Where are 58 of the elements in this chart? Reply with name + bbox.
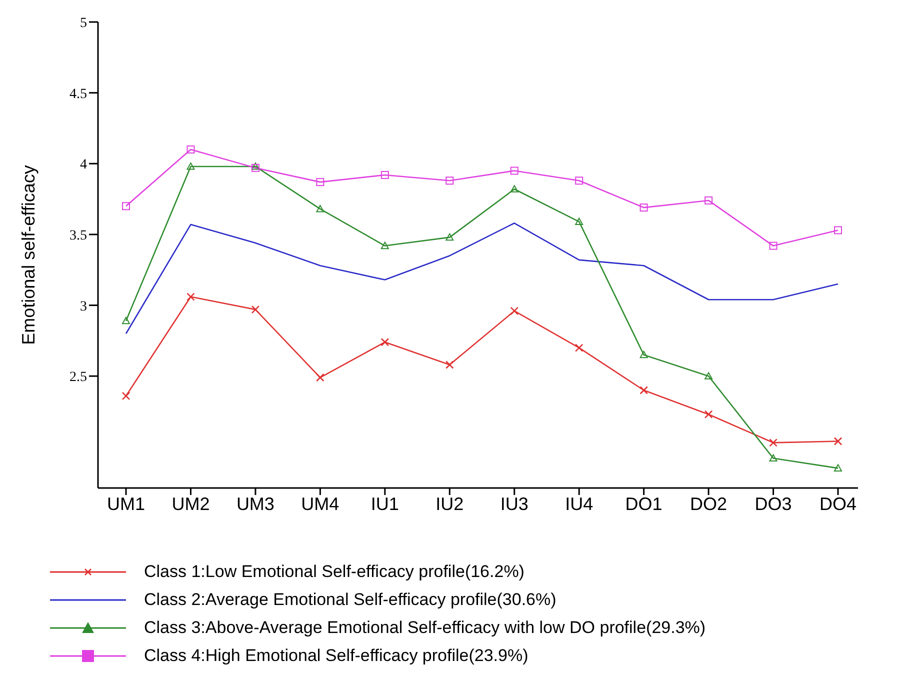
point — [251, 305, 260, 314]
point — [575, 176, 584, 185]
y-tick-label: 3 — [80, 299, 87, 314]
y-tick-label: 4.5 — [70, 86, 87, 102]
point — [704, 372, 713, 380]
line-series — [125, 222, 839, 334]
point — [704, 196, 713, 204]
y-tick-label: 4 — [80, 158, 87, 173]
point — [510, 166, 518, 175]
point — [186, 162, 195, 170]
legend-label: Class 2:Average Emotional Self-efficacy profile(30.6%) — [144, 590, 556, 610]
point — [446, 176, 454, 185]
y-axis-title: Emotional self-efficacy — [18, 165, 38, 345]
point — [704, 410, 713, 418]
point — [380, 242, 389, 250]
point — [316, 178, 324, 186]
point — [640, 204, 648, 212]
legend-label: Class 4:High Emotional Self-efficacy profile(23.9%) — [144, 646, 528, 666]
point — [769, 438, 778, 447]
y-tick-label: 2.5 — [70, 370, 87, 386]
point — [380, 338, 390, 346]
point — [316, 204, 324, 212]
x-tick-label: IU1 — [370, 494, 399, 514]
point — [769, 242, 778, 250]
point — [574, 344, 584, 352]
x-tick-label: IU4 — [565, 494, 594, 514]
point — [445, 360, 454, 369]
x-tick-label: DO3 — [754, 494, 792, 514]
x-tick-label: IU2 — [436, 494, 464, 514]
x-tick-label: UM4 — [301, 494, 340, 514]
x-tick-label: UM3 — [236, 494, 274, 514]
legend-label: Class 3:Above-Average Emotional Self-efficacy with low DO profile(29.3%) — [144, 618, 706, 638]
point — [834, 464, 842, 472]
x-tick-label: DO2 — [690, 494, 728, 514]
legend-label: Class 1:Low Emotional Self-efficacy profile(16.2%) — [144, 562, 524, 582]
point — [510, 306, 519, 316]
point — [575, 218, 584, 226]
x-tick-label: IU3 — [500, 494, 528, 514]
x-tick-label: DO1 — [625, 494, 662, 514]
point — [834, 437, 842, 446]
x-tick-label: DO4 — [819, 494, 857, 514]
point — [834, 226, 842, 234]
point — [186, 145, 195, 154]
point — [122, 202, 130, 210]
point — [510, 185, 518, 192]
point — [769, 454, 778, 462]
y-tick-label: 5 — [80, 16, 87, 31]
point — [446, 233, 454, 241]
x-tick-label: UM1 — [106, 494, 146, 514]
point — [640, 350, 648, 358]
point — [316, 373, 324, 382]
point — [640, 386, 648, 394]
point — [122, 392, 130, 400]
x-tick-label: UM2 — [172, 494, 210, 514]
point — [380, 170, 389, 179]
point — [122, 316, 130, 324]
y-tick-label: 3.5 — [70, 228, 87, 244]
point — [186, 292, 195, 301]
